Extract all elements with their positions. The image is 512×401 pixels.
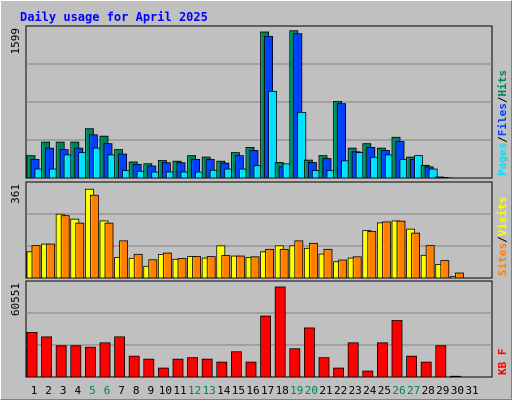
day-label-3: 3: [60, 384, 67, 397]
day-label-19: 19: [290, 384, 303, 397]
day-label-6: 6: [104, 384, 111, 397]
legend-kbytes: KB F: [496, 349, 509, 376]
legend-sites: Sites: [496, 243, 509, 276]
day-label-13: 13: [203, 384, 216, 397]
day-label-25: 25: [378, 384, 391, 397]
day-label-17: 17: [261, 384, 274, 397]
day-label-29: 29: [436, 384, 449, 397]
day-label-30: 30: [451, 384, 464, 397]
chart-title: Daily usage for April 2025: [20, 10, 208, 24]
day-label-18: 18: [276, 384, 289, 397]
day-label-7: 7: [118, 384, 125, 397]
legend-pages: Pages: [496, 143, 509, 176]
legend-hits: Hits: [496, 70, 509, 97]
day-label-1: 1: [31, 384, 38, 397]
legend-files: Files: [496, 103, 509, 136]
day-label-2: 2: [45, 384, 52, 397]
day-label-28: 28: [422, 384, 435, 397]
panel-visits-sites: 361 Sites/Visits: [9, 182, 509, 278]
day-label-20: 20: [305, 384, 318, 397]
day-label-27: 27: [407, 384, 420, 397]
day-label-4: 4: [74, 384, 81, 397]
bar-kbytes-day-30: [450, 376, 460, 377]
day-label-26: 26: [392, 384, 405, 397]
day-label-23: 23: [349, 384, 362, 397]
legend: Pages/Files/Hits: [496, 70, 509, 176]
day-label-11: 11: [173, 384, 186, 397]
day-label-24: 24: [363, 384, 377, 397]
day-label-16: 16: [246, 384, 259, 397]
day-label-8: 8: [133, 384, 140, 397]
legend: Sites/Visits: [496, 197, 509, 277]
day-label-5: 5: [89, 384, 96, 397]
day-label-12: 12: [188, 384, 201, 397]
legend-visits: Visits: [496, 197, 509, 237]
ymax-label: 1599: [9, 28, 22, 55]
day-label-9: 9: [147, 384, 154, 397]
ymax-label: 361: [9, 184, 22, 204]
panel-kbytes: 60551 KB F: [9, 281, 509, 377]
legend: KB F: [496, 349, 509, 376]
day-label-10: 10: [159, 384, 172, 397]
day-label-14: 14: [217, 384, 231, 397]
panel-hits-files-pages: 1599 Pages/Files/Hits: [9, 26, 509, 178]
day-label-31: 31: [465, 384, 478, 397]
ymax-label: 60551: [9, 283, 22, 316]
day-label-22: 22: [334, 384, 347, 397]
day-label-15: 15: [232, 384, 245, 397]
day-label-21: 21: [319, 384, 332, 397]
